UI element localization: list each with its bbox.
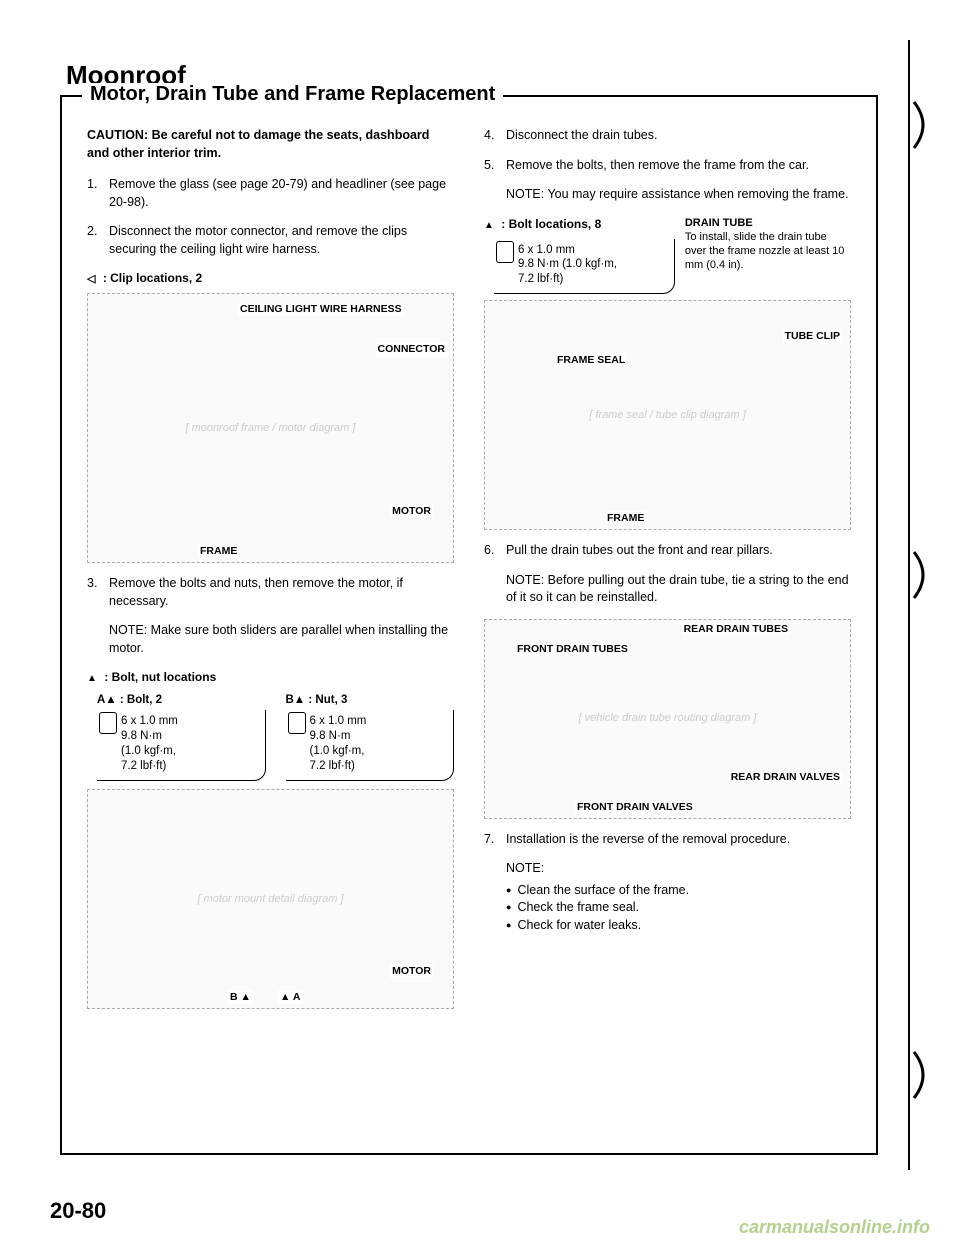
spec-line: 6 x 1.0 mm	[310, 714, 448, 729]
spec-line: 7.2 lbf·ft)	[518, 272, 668, 287]
watermark-text: carmanualsonline.info	[739, 1217, 930, 1238]
callout-front-valves: FRONT DRAIN VALVES	[575, 802, 695, 814]
triangle-outline-icon	[87, 271, 99, 285]
step-3-list: 3. Remove the bolts and nuts, then remov…	[87, 575, 454, 610]
drain-tube-title: DRAIN TUBE	[685, 216, 851, 230]
step-7: 7. Installation is the reverse of the re…	[484, 831, 851, 849]
left-column: CAUTION: Be careful not to damage the se…	[87, 127, 454, 1133]
step-3: 3. Remove the bolts and nuts, then remov…	[87, 575, 454, 610]
spec-line: (1.0 kgf·m,	[121, 744, 259, 759]
bolt-locations-label: : Bolt locations, 8	[484, 216, 675, 233]
callout-tube-clip: TUBE CLIP	[783, 329, 842, 344]
page-wrapper: Moonroof Motor, Drain Tube and Frame Rep…	[50, 40, 910, 1170]
triangle-solid-icon	[484, 217, 498, 231]
clip-label-text: : Clip locations, 2	[103, 271, 202, 285]
spec-a-box: 6 x 1.0 mm 9.8 N·m (1.0 kgf·m, 7.2 lbf·f…	[97, 710, 266, 781]
callout-connector: CONNECTOR	[376, 342, 447, 357]
callout-marker-b: B ▲	[228, 990, 253, 1005]
step-2: 2. Disconnect the motor connector, and r…	[87, 223, 454, 258]
step-text: Disconnect the motor connector, and remo…	[109, 223, 454, 258]
spec-a: A▲ : Bolt, 2 6 x 1.0 mm 9.8 N·m (1.0 kgf…	[97, 692, 266, 781]
spec-b-title: B▲ : Nut, 3	[286, 692, 455, 708]
bolt-nut-locations-label: : Bolt, nut locations	[87, 669, 454, 686]
step-text: Installation is the reverse of the remov…	[506, 831, 851, 849]
step-num: 7.	[484, 831, 506, 849]
page-curl-mark-icon	[912, 1050, 934, 1100]
caution-bold: CAUTION: Be careful not to damage the se…	[87, 128, 429, 160]
step-num: 5.	[484, 157, 506, 175]
step-text: Remove the bolts and nuts, then remove t…	[109, 575, 454, 610]
step-6-list: 6. Pull the drain tubes out the front an…	[484, 542, 851, 560]
spec-line: 6 x 1.0 mm	[518, 243, 668, 258]
spec-line: 9.8 N·m (1.0 kgf·m,	[518, 257, 668, 272]
note-7-label: NOTE:	[506, 860, 851, 878]
bullet-item: Check for water leaks.	[506, 917, 851, 935]
step-num: 1.	[87, 176, 109, 211]
figure-4-car-drain-tubes: [ vehicle drain tube routing diagram ] R…	[484, 619, 851, 819]
callout-ceiling-light: CEILING LIGHT WIRE HARNESS	[238, 304, 404, 316]
spec-line: 6 x 1.0 mm	[121, 714, 259, 729]
step-text: Remove the glass (see page 20-79) and he…	[109, 176, 454, 211]
page-curl-mark-icon	[912, 550, 934, 600]
callout-rear-valves: REAR DRAIN VALVES	[729, 772, 842, 784]
callout-motor-2: MOTOR	[390, 964, 433, 979]
step-text: Remove the bolts, then remove the frame …	[506, 157, 851, 175]
spec-line: 9.8 N·m	[310, 729, 448, 744]
steps-4-5: 4. Disconnect the drain tubes. 5. Remove…	[484, 127, 851, 174]
right-column: 4. Disconnect the drain tubes. 5. Remove…	[484, 127, 851, 1133]
step-text: Disconnect the drain tubes.	[506, 127, 851, 145]
bolt-label-text: : Bolt locations, 8	[501, 217, 601, 231]
callout-frame-2: FRAME	[605, 511, 646, 526]
step-text: Pull the drain tubes out the front and r…	[506, 542, 851, 560]
step-4: 4. Disconnect the drain tubes.	[484, 127, 851, 145]
callout-frame: FRAME	[198, 544, 239, 559]
boltnut-label-text: : Bolt, nut locations	[104, 670, 216, 684]
section-box: Motor, Drain Tube and Frame Replacement …	[60, 95, 878, 1155]
drain-tube-note: DRAIN TUBE To install, slide the drain t…	[685, 216, 851, 273]
drain-tube-desc: To install, slide the drain tube over th…	[685, 231, 845, 272]
step-5: 5. Remove the bolts, then remove the fra…	[484, 157, 851, 175]
page-number: 20-80	[50, 1198, 106, 1224]
triangle-solid-icon	[87, 670, 101, 684]
figure-2-motor-detail: [ motor mount detail diagram ] MOTOR B ▲…	[87, 789, 454, 1009]
step-num: 3.	[87, 575, 109, 610]
spec-a-title: A▲ : Bolt, 2	[97, 692, 266, 708]
page-curl-mark-icon	[912, 100, 934, 150]
figure-placeholder: [ moonroof frame / motor diagram ]	[88, 294, 453, 562]
callout-motor: MOTOR	[390, 504, 433, 519]
step-num: 4.	[484, 127, 506, 145]
caution-text: CAUTION: Be careful not to damage the se…	[87, 127, 454, 162]
frame-bolt-spec: 6 x 1.0 mm 9.8 N·m (1.0 kgf·m, 7.2 lbf·f…	[494, 239, 675, 295]
spec-line: 7.2 lbf·ft)	[310, 759, 448, 774]
callout-front-tubes: FRONT DRAIN TUBES	[515, 644, 630, 656]
spec-line: 7.2 lbf·ft)	[121, 759, 259, 774]
note-step-3: NOTE: Make sure both sliders are paralle…	[109, 622, 454, 657]
note-step-6: NOTE: Before pulling out the drain tube,…	[506, 572, 851, 607]
clip-locations-label: : Clip locations, 2	[87, 270, 454, 287]
bullet-item: Clean the surface of the frame.	[506, 882, 851, 900]
steps-1-2: 1. Remove the glass (see page 20-79) and…	[87, 176, 454, 258]
note-7-bullets: Clean the surface of the frame. Check th…	[484, 882, 851, 935]
step-7-list: 7. Installation is the reverse of the re…	[484, 831, 851, 849]
step-num: 2.	[87, 223, 109, 258]
bullet-item: Check the frame seal.	[506, 899, 851, 917]
bolt-drain-row: : Bolt locations, 8 6 x 1.0 mm 9.8 N·m (…	[484, 216, 851, 295]
bolt-nut-specs: A▲ : Bolt, 2 6 x 1.0 mm 9.8 N·m (1.0 kgf…	[97, 692, 454, 781]
figure-1-frame-motor: [ moonroof frame / motor diagram ] CEILI…	[87, 293, 454, 563]
section-title: Motor, Drain Tube and Frame Replacement	[82, 83, 503, 106]
spec-line: (1.0 kgf·m,	[310, 744, 448, 759]
callout-marker-a: ▲ A	[278, 990, 303, 1005]
bolt-spec-block: : Bolt locations, 8 6 x 1.0 mm 9.8 N·m (…	[484, 216, 675, 295]
step-6: 6. Pull the drain tubes out the front an…	[484, 542, 851, 560]
spec-line: 9.8 N·m	[121, 729, 259, 744]
step-num: 6.	[484, 542, 506, 560]
callout-rear-tubes: REAR DRAIN TUBES	[682, 624, 790, 636]
spec-b-box: 6 x 1.0 mm 9.8 N·m (1.0 kgf·m, 7.2 lbf·f…	[286, 710, 455, 781]
note-step-5: NOTE: You may require assistance when re…	[506, 186, 851, 204]
spec-b: B▲ : Nut, 3 6 x 1.0 mm 9.8 N·m (1.0 kgf·…	[286, 692, 455, 781]
step-1: 1. Remove the glass (see page 20-79) and…	[87, 176, 454, 211]
columns: CAUTION: Be careful not to damage the se…	[87, 127, 851, 1133]
figure-3-frame-seal: [ frame seal / tube clip diagram ] TUBE …	[484, 300, 851, 530]
callout-frame-seal: FRAME SEAL	[555, 353, 627, 368]
